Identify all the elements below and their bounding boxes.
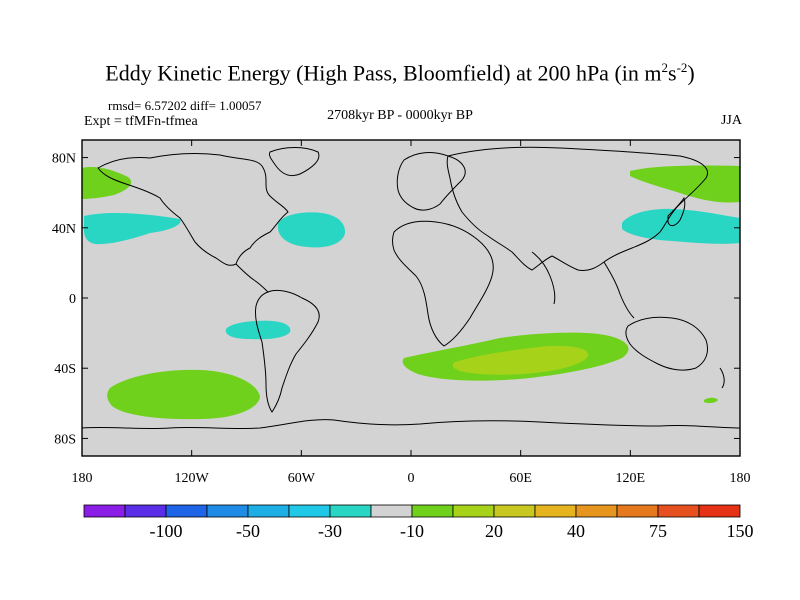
lat-label: 0 — [69, 292, 76, 307]
colorbar-box — [288, 504, 331, 518]
colorbar-label: 75 — [649, 521, 667, 541]
colorbar-box — [698, 504, 741, 518]
lon-label: 0 — [408, 471, 415, 486]
coast-southeast-asia — [603, 261, 635, 319]
colorbar-label: -10 — [400, 521, 424, 541]
coast-japan — [667, 196, 686, 227]
region-south-pacific-positive — [107, 369, 260, 420]
colorbar-box — [165, 504, 208, 518]
colorbar — [83, 504, 741, 518]
lat-label: 80S — [54, 432, 76, 447]
colorbar-box — [83, 504, 126, 518]
colorbar-box — [411, 504, 454, 518]
lat-label: 40N — [52, 222, 76, 237]
colorbar-label: 40 — [567, 521, 585, 541]
coast-new-zealand — [719, 367, 725, 389]
colorbar-box — [452, 504, 495, 518]
season-label: JJA — [720, 113, 742, 128]
coastlines — [81, 146, 741, 430]
colorbar-label: 20 — [485, 521, 503, 541]
region-arctic-east-positive — [630, 165, 740, 203]
colorbar-box — [206, 504, 249, 518]
colorbar-box — [247, 504, 290, 518]
coast-greenland — [269, 147, 320, 177]
colorbar-box — [575, 504, 618, 518]
lon-label: 60E — [509, 471, 532, 486]
lat-label: 80N — [52, 152, 76, 167]
lon-label: 180 — [730, 471, 751, 486]
lon-label: 120W — [175, 471, 210, 486]
colorbar-label: 150 — [727, 521, 754, 541]
colorbar-box — [329, 504, 372, 518]
region-north-atlantic-negative — [277, 212, 346, 248]
chart-title: Eddy Kinetic Energy (High Pass, Bloomfie… — [105, 60, 695, 86]
lon-label: 120E — [616, 471, 646, 486]
coast-africa — [392, 220, 494, 347]
colorbar-label: -50 — [236, 521, 260, 541]
colorbar-box — [370, 504, 413, 518]
region-arctic-west-positive — [82, 167, 132, 199]
lat-label: 40S — [54, 362, 76, 377]
region-north-pacific-west-negative — [622, 208, 740, 244]
lon-label: 180 — [72, 471, 93, 486]
coast-antarctica — [81, 419, 741, 430]
coast-central-america — [235, 263, 269, 293]
lon-label: 60W — [288, 471, 316, 486]
region-tasman-fleck — [704, 397, 718, 404]
colorbar-box — [616, 504, 659, 518]
colorbar-label: -100 — [150, 521, 183, 541]
colorbar-box — [493, 504, 536, 518]
coast-asia — [446, 146, 708, 271]
coast-south-america — [255, 289, 320, 413]
colorbar-box — [124, 504, 167, 518]
period-label: 2708kyr BP - 0000kyr BP — [327, 108, 473, 123]
anomaly-regions — [82, 165, 740, 420]
colorbar-box — [534, 504, 577, 518]
region-southern-indian-core — [452, 345, 589, 375]
experiment-label: Expt = tfMFn-tfmea — [84, 114, 198, 129]
colorbar-box — [657, 504, 700, 518]
region-north-pacific-east-negative — [84, 212, 181, 245]
coast-australia — [625, 316, 709, 371]
coast-north-america — [97, 153, 289, 266]
colorbar-label: -30 — [318, 521, 342, 541]
coast-india — [531, 251, 556, 305]
stats-label: rmsd= 6.57202 diff= 1.00057 — [108, 98, 262, 113]
